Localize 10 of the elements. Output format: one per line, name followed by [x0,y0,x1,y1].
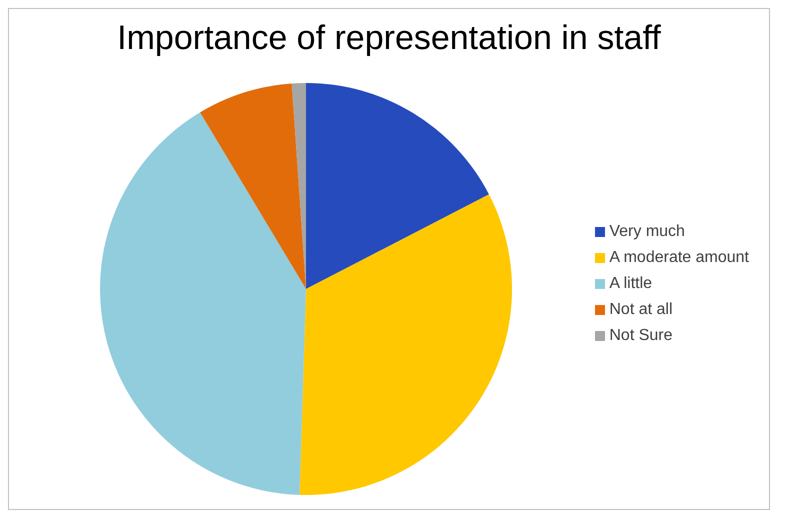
legend-label: Very much [609,223,685,240]
pie-slice [100,112,306,495]
pie-slice [300,194,512,495]
legend-label: Not at all [609,301,672,318]
pie-slice [306,83,489,289]
legend-label: Not Sure [609,327,672,344]
legend-label: A moderate amount [609,249,749,266]
pie-slice [200,83,306,289]
chart-title: Importance of representation in staff [116,19,662,59]
legend-label: A little [609,275,652,292]
